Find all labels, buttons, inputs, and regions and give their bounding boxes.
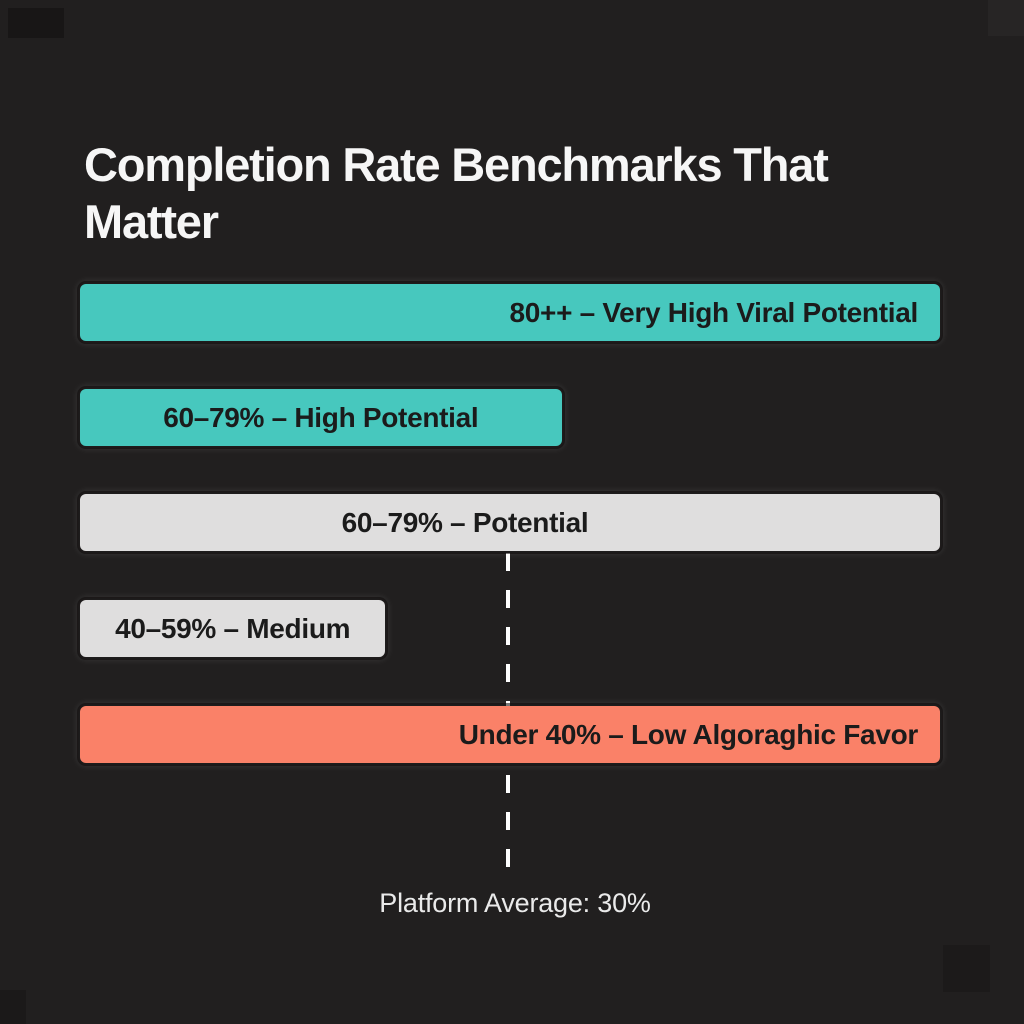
bar-40-59-medium: 40–59% – Medium — [80, 600, 386, 657]
corner-mark-bottom-left — [0, 990, 26, 1024]
bar-label: 40–59% – Medium — [115, 612, 351, 644]
corner-mark-top-left — [8, 8, 64, 38]
platform-average-label: Platform Average: 30% — [379, 888, 651, 918]
bar-label: 60–79% – Potential — [341, 506, 589, 538]
corner-mark-top-right — [988, 0, 1024, 36]
bar-under-40-low: Under 40% – Low Algoraghic Favor — [80, 706, 940, 763]
page-title: Completion Rate Benchmarks That Matter — [84, 138, 829, 249]
bar-label: Under 40% – Low Algoraghic Favor — [458, 718, 919, 750]
bar-label: 80++ – Very High Viral Potential — [509, 296, 918, 328]
benchmark-chart: 80++ – Very High Viral Potential 60–79% … — [80, 0, 940, 1024]
bar-label: 60–79% – High Potential — [163, 401, 479, 433]
bar-60-79-high-potential: 60–79% – High Potential — [80, 389, 562, 446]
bar-60-79-potential: 60–79% – Potential — [80, 494, 940, 551]
bar-80-plus-very-high: 80++ – Very High Viral Potential — [80, 284, 940, 341]
corner-mark-bottom-right — [943, 945, 990, 992]
